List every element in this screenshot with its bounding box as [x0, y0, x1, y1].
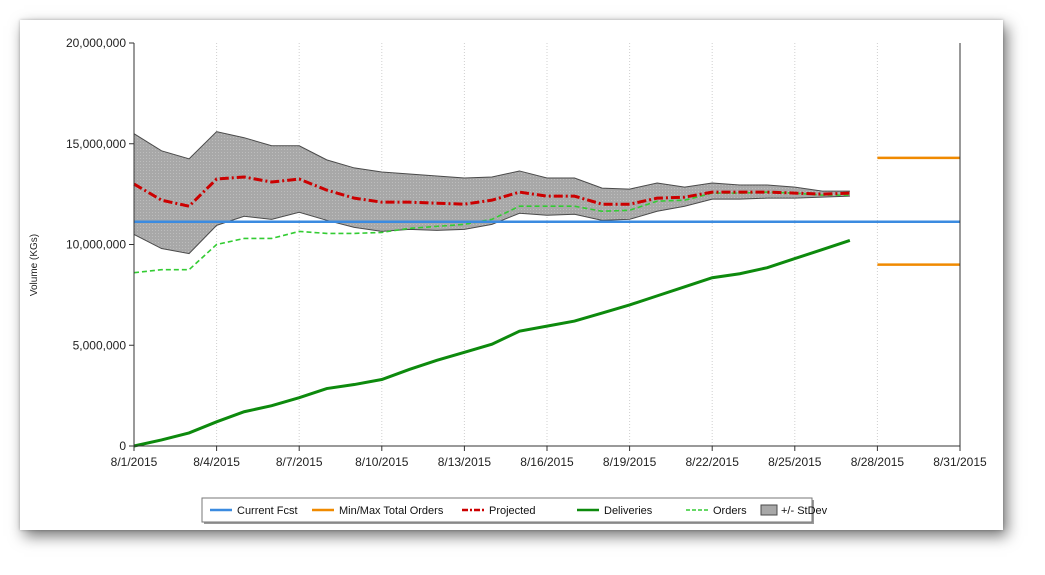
orders-line: [133, 191, 850, 274]
legend-label: +/- StDev: [781, 505, 828, 517]
y-tick-label: 5,000,000: [73, 338, 127, 352]
x-tick-label: 8/31/2015: [933, 455, 987, 469]
stdev-band: [134, 131, 850, 254]
legend-label: Min/Max Total Orders: [339, 505, 444, 517]
x-tick-label: 8/4/2015: [193, 455, 240, 469]
tick-labels: 0 5,000,000 10,000,000 15,000,000 20,000,000…: [66, 36, 987, 469]
projected-line: [133, 175, 850, 208]
chart-container: 0 5,000,000 10,000,000 15,000,000 20,000,000…: [20, 20, 1003, 530]
legend-item-minmax: Min/Max Total Orders: [312, 505, 444, 517]
legend-label: Current Fcst: [237, 505, 298, 517]
x-tick-label: 8/16/2015: [520, 455, 574, 469]
legend-item-stdev: +/- StDev: [760, 504, 828, 517]
y-axis-title: Volume (KGs): [29, 234, 40, 296]
legend-label: Orders: [713, 505, 747, 517]
y-tick-label: 15,000,000: [66, 137, 126, 151]
legend-swatch: [760, 504, 778, 516]
y-tick-label: 10,000,000: [66, 238, 126, 252]
stdev-lower-line: [133, 195, 850, 255]
x-tick-label: 8/10/2015: [355, 455, 409, 469]
x-tick-label: 8/1/2015: [111, 455, 158, 469]
legend-item-projected: Projected: [462, 505, 535, 517]
stdev-upper-line: [133, 131, 850, 192]
x-tick-label: 8/7/2015: [276, 455, 323, 469]
axes: [129, 42, 961, 451]
x-tick-label: 8/22/2015: [686, 455, 740, 469]
grid-lines: [216, 43, 878, 446]
x-tick-label: 8/25/2015: [768, 455, 822, 469]
legend-label: Projected: [489, 505, 535, 517]
legend: Current Fcst Min/Max Total Orders Projecte…: [201, 497, 828, 524]
y-tick-label: 20,000,000: [66, 36, 126, 50]
x-tick-label: 8/13/2015: [438, 455, 492, 469]
legend-item-current-fcst: Current Fcst: [210, 505, 298, 517]
x-tick-label: 8/28/2015: [851, 455, 905, 469]
x-tick-label: 8/19/2015: [603, 455, 657, 469]
legend-label: Deliveries: [604, 505, 653, 517]
legend-item-orders: Orders: [686, 505, 747, 517]
y-tick-label: 0: [119, 439, 126, 453]
legend-box: [201, 497, 813, 523]
deliveries-line: [133, 239, 851, 448]
legend-item-deliveries: Deliveries: [577, 505, 653, 517]
chart-svg: 0 5,000,000 10,000,000 15,000,000 20,000,000…: [29, 36, 987, 524]
stdev-band-layer: [133, 131, 850, 255]
series-layer: [133, 156, 960, 448]
